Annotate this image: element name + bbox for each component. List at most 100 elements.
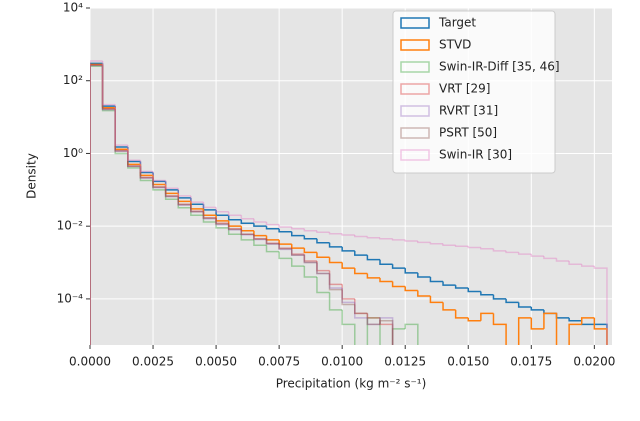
histogram-step <box>127 151 141 168</box>
histogram-step <box>278 243 292 249</box>
histogram-step <box>227 227 242 235</box>
histogram-step <box>90 63 103 345</box>
histogram-step <box>90 60 103 345</box>
histogram-step <box>505 250 519 254</box>
histogram-step <box>303 228 317 232</box>
histogram-step <box>467 287 481 293</box>
histogram-step <box>328 232 343 235</box>
histogram-step <box>253 234 267 240</box>
histogram-step <box>177 193 191 203</box>
histogram-step <box>127 153 141 169</box>
histogram-step <box>379 237 393 240</box>
legend-label: STVD <box>439 38 471 52</box>
histogram-step <box>152 180 166 191</box>
histogram-step <box>265 245 280 253</box>
legend-label: Swin-IR-Diff [35, 46] <box>439 60 560 74</box>
legend-swatch <box>400 17 430 29</box>
histogram-step <box>90 62 103 345</box>
legend-box <box>392 10 556 174</box>
histogram-step <box>303 248 317 254</box>
histogram-step <box>568 317 582 322</box>
histogram-step <box>202 202 217 209</box>
x-tick-label: 0.0100 <box>321 355 363 369</box>
x-tick-label: 0.0050 <box>195 355 237 369</box>
histogram-step <box>177 196 191 206</box>
x-tick-label: 0.0125 <box>384 355 426 369</box>
histogram-step <box>379 317 394 345</box>
histogram-step <box>127 145 141 162</box>
histogram-step <box>139 167 154 182</box>
histogram-step <box>492 248 507 252</box>
histogram-step <box>328 257 343 264</box>
histogram-step <box>190 205 204 213</box>
histogram-step <box>114 107 128 151</box>
histogram-step <box>328 242 343 248</box>
histogram-step <box>265 239 280 245</box>
histogram-step <box>366 313 380 319</box>
histogram-step <box>139 166 154 179</box>
histogram-step <box>341 287 355 304</box>
histogram-step <box>253 230 267 237</box>
histogram-step <box>404 323 419 345</box>
histogram-step <box>290 248 305 256</box>
histogram-step <box>152 177 166 188</box>
histogram-step <box>417 272 431 278</box>
legend-label: RVRT [31] <box>439 104 498 118</box>
x-tick-label: 0.0025 <box>132 355 174 369</box>
histogram-step <box>114 104 128 146</box>
histogram-step <box>328 273 343 291</box>
histogram-step <box>379 317 394 345</box>
histogram-step <box>215 218 229 226</box>
histogram-step <box>278 228 292 233</box>
histogram-step <box>580 317 595 325</box>
histogram-step <box>316 252 330 258</box>
histogram-step <box>227 215 242 221</box>
histogram-step <box>429 277 444 283</box>
histogram-step <box>290 249 305 256</box>
histogram-step <box>290 231 305 237</box>
histogram-step <box>517 252 532 255</box>
x-tick-label: 0.0000 <box>69 355 111 369</box>
axes: 0.0000 0.0025 0.0050 0.0075 0.0100 0.0125 0.01… <box>57 1 616 369</box>
histogram-step <box>354 298 368 315</box>
histogram-step <box>265 239 280 245</box>
histogram-step <box>505 298 519 304</box>
histogram-step <box>480 312 494 321</box>
histogram-step <box>328 270 343 286</box>
histogram-step <box>328 292 343 311</box>
histogram-step <box>240 228 254 235</box>
y-tick-label: 10² <box>63 73 83 87</box>
histogram-step <box>265 235 280 241</box>
x-tick-label: 0.0175 <box>510 355 552 369</box>
histogram-step <box>417 290 431 297</box>
histogram-step <box>90 64 103 345</box>
y-axis-label: Density <box>25 153 39 199</box>
histogram-step <box>303 255 317 264</box>
histogram-step <box>492 313 507 345</box>
histogram-step <box>417 241 431 244</box>
legend-swatch <box>400 105 430 117</box>
histogram-step <box>227 223 242 231</box>
histogram-step <box>341 233 355 236</box>
histogram-step <box>114 108 128 152</box>
histogram-step <box>215 215 229 222</box>
histogram-step <box>303 254 317 262</box>
histogram-step <box>442 281 456 286</box>
x-tick-label: 0.0200 <box>573 355 615 369</box>
histogram-step <box>240 234 254 241</box>
histogram-step <box>391 238 406 241</box>
histogram-step <box>253 239 267 246</box>
histogram-step <box>265 222 280 226</box>
histogram-step <box>480 247 494 250</box>
histogram-step <box>341 262 355 269</box>
histogram-step <box>290 248 305 255</box>
histogram-step <box>404 286 418 292</box>
histogram-step <box>152 171 166 182</box>
histogram-step <box>354 302 368 319</box>
histogram-step <box>429 296 444 304</box>
histogram-step <box>152 178 166 189</box>
histogram-step <box>278 244 292 251</box>
histogram-step <box>90 65 103 345</box>
histogram-step <box>164 186 179 197</box>
legend-swatch <box>400 83 430 95</box>
